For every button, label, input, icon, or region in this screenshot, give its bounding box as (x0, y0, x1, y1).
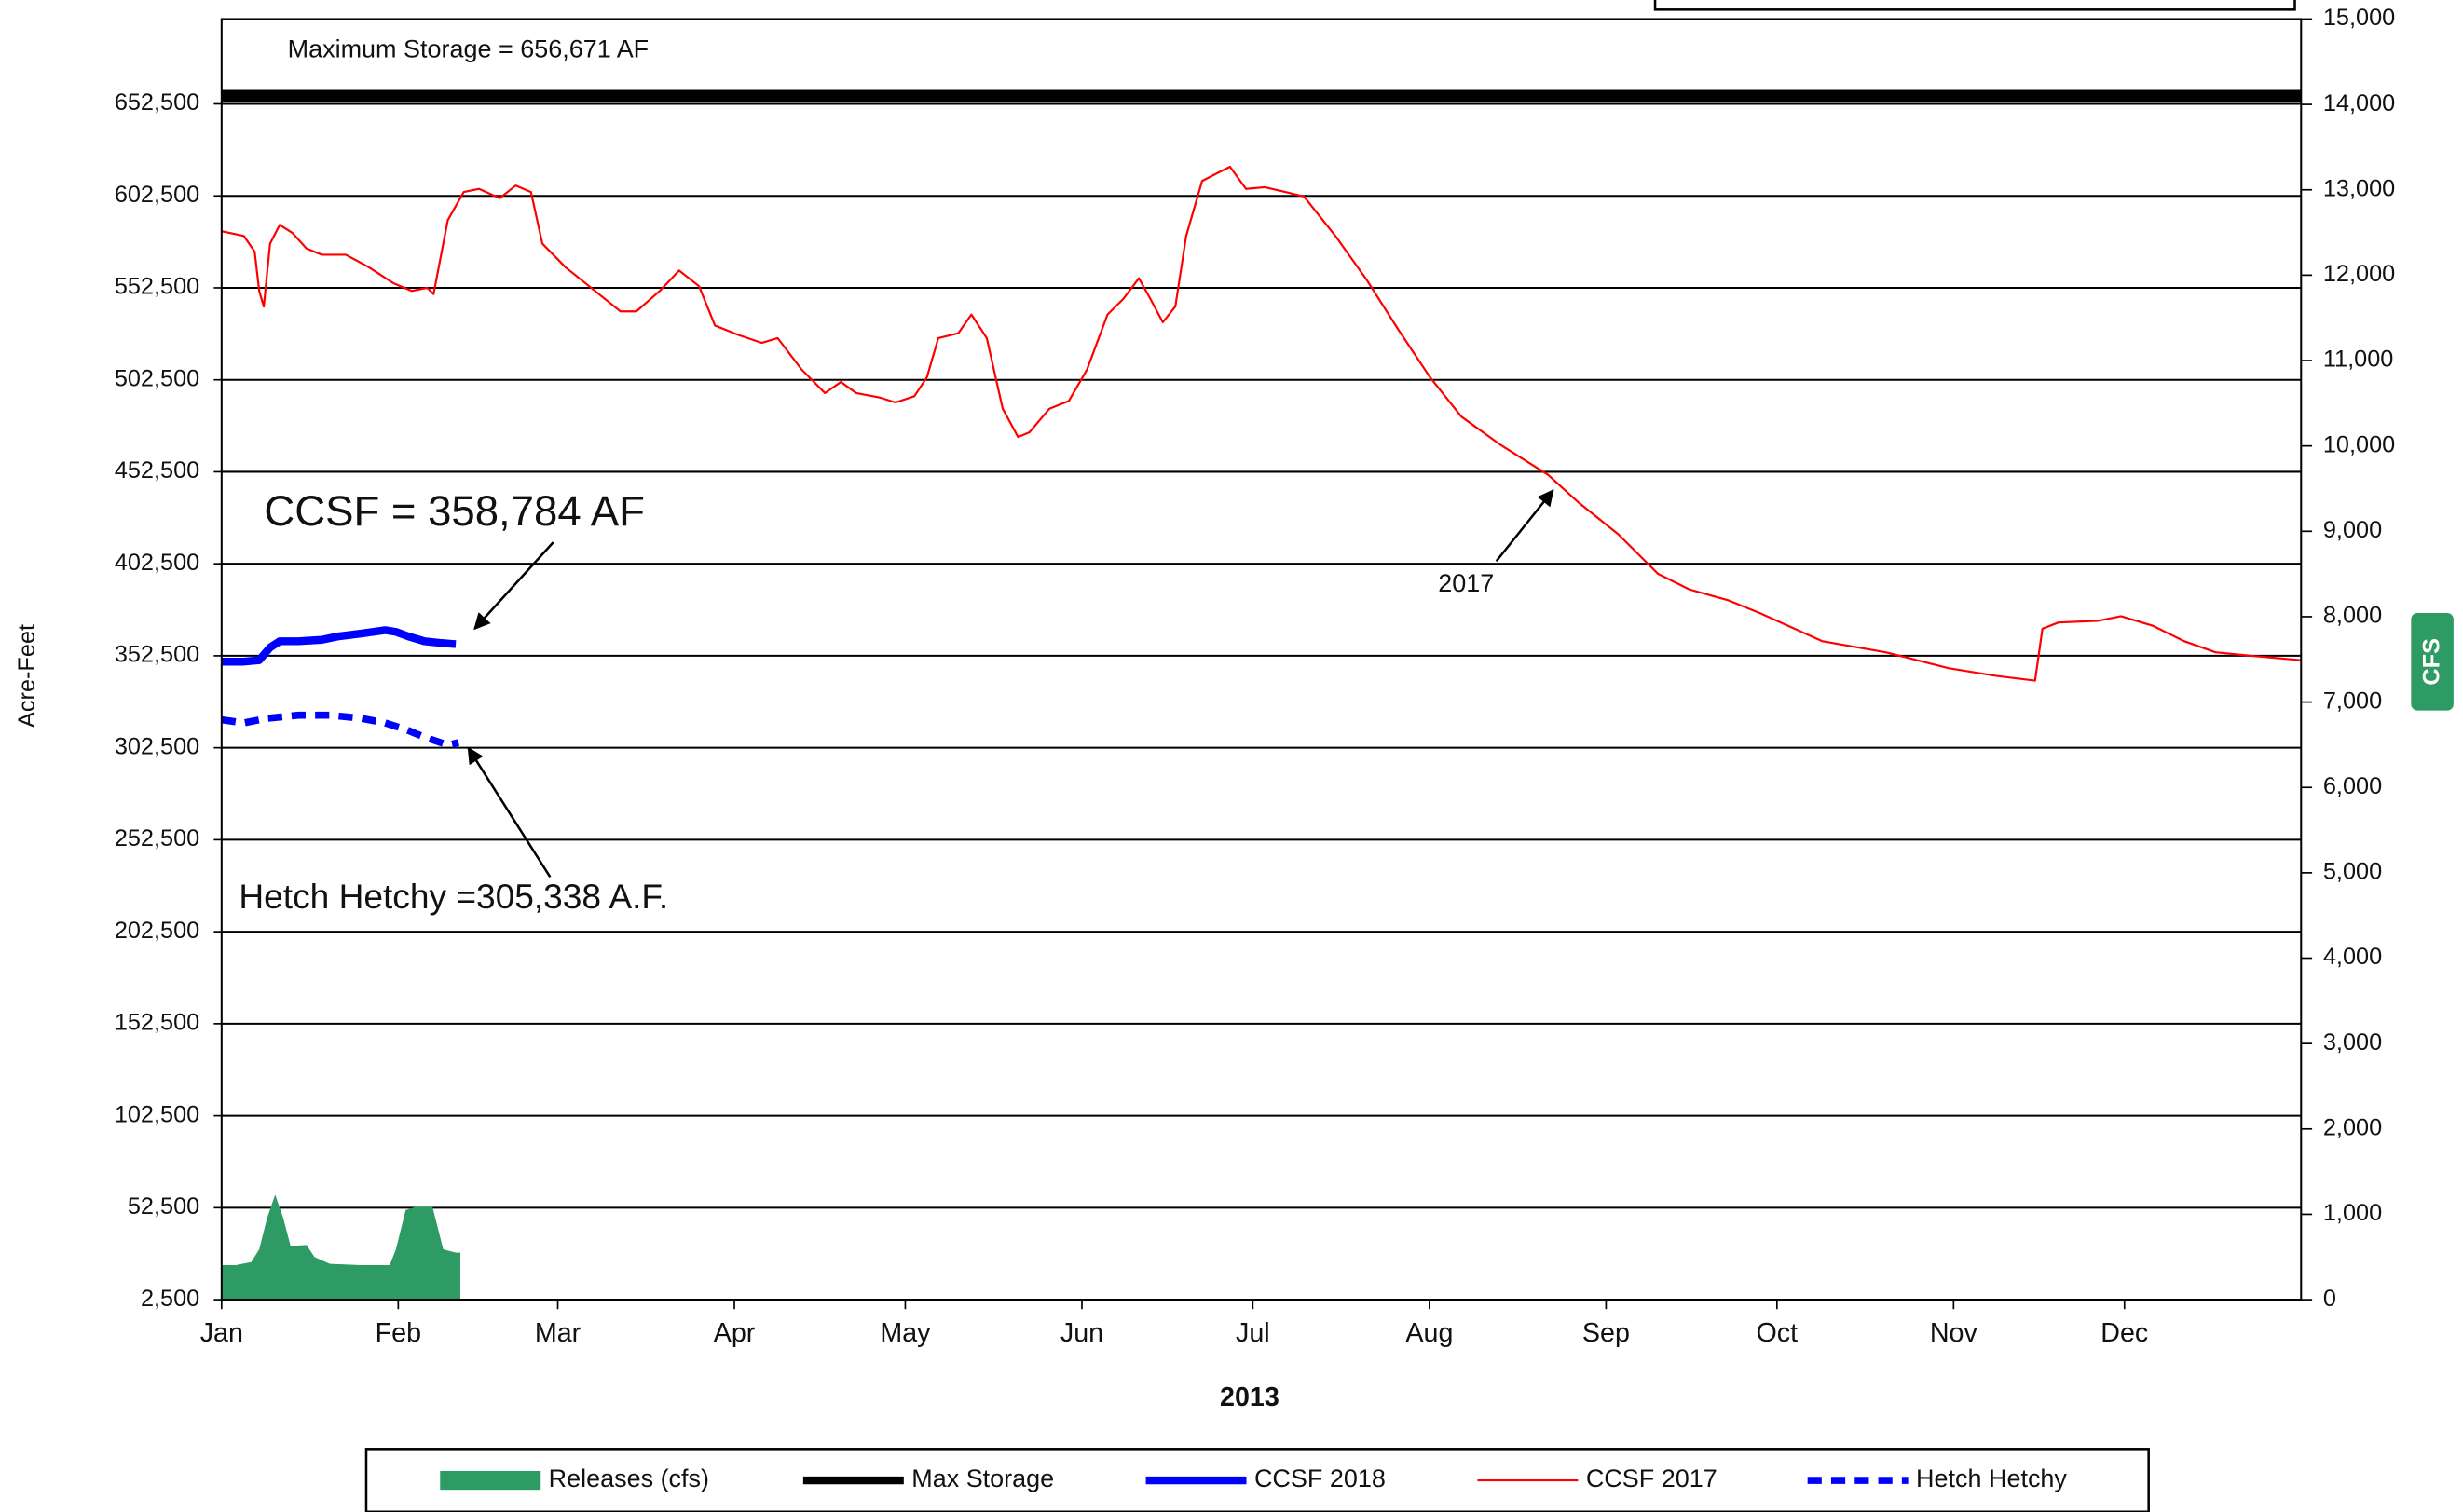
y2-tick-label: 3,000 (2323, 1029, 2382, 1056)
x-tick-label: Jun (1060, 1318, 1103, 1348)
y-tick-label: 652,500 (115, 89, 199, 116)
y-tick-label: 2,500 (141, 1286, 199, 1312)
x-axis-label: 2013 (1220, 1383, 1279, 1412)
y2-axis-label: CFS (2419, 638, 2445, 686)
y2-tick-label: 9,000 (2323, 517, 2382, 543)
y2-tick-label: 5,000 (2323, 859, 2382, 885)
y-tick-label: 452,500 (115, 457, 199, 484)
y-tick-label: 602,500 (115, 182, 199, 208)
y-tick-label: 202,500 (115, 918, 199, 944)
legend-swatch (440, 1470, 541, 1491)
annotation: CCSF = 358,784 AF (264, 487, 645, 535)
x-tick-label: May (880, 1318, 931, 1348)
y-tick-label: 152,500 (115, 1010, 199, 1036)
y-tick-label: 102,500 (115, 1101, 199, 1127)
annotation: 2017 (1438, 569, 1494, 597)
y-tick-label: 52,500 (128, 1193, 199, 1219)
y2-label-box (2411, 613, 2454, 711)
y-tick-label: 302,500 (115, 733, 199, 759)
y2-tick-label: 11,000 (2323, 347, 2393, 373)
legend-label: CCSF 2018 (1254, 1464, 1386, 1492)
y2-tick-label: 10,000 (2323, 431, 2395, 457)
legend-label: CCSF 2017 (1586, 1464, 1717, 1492)
annotation-arrow (473, 541, 554, 631)
x-tick-label: Oct (1757, 1318, 1799, 1348)
plot-border (220, 18, 2303, 1301)
x-tick-label: Dec (2100, 1318, 2148, 1348)
y2-tick-label: 7,000 (2323, 688, 2382, 714)
x-tick-label: Aug (1405, 1318, 1453, 1348)
x-tick-label: Jul (1236, 1318, 1270, 1348)
annotation-arrow (1495, 489, 1554, 563)
x-tick-label: Apr (714, 1318, 756, 1348)
y2-tick-label: 12,000 (2323, 261, 2395, 287)
y-axis-label: Acre-Feet (14, 624, 40, 728)
y2-tick-label: 2,000 (2323, 1114, 2382, 1140)
x-tick-label: Sep (1582, 1318, 1630, 1348)
y-tick-label: 352,500 (115, 642, 199, 668)
y-tick-label: 502,500 (115, 365, 199, 391)
line (221, 165, 2302, 682)
y2-tick-label: 6,000 (2323, 773, 2382, 799)
line (221, 626, 457, 666)
y2-tick-label: 0 (2323, 1286, 2336, 1312)
x-tick-label: Feb (376, 1318, 421, 1348)
annotation: Hetch Hetchy =305,338 A.F. (239, 877, 668, 916)
legend-label: Max Storage (911, 1464, 1054, 1492)
y2-tick-label: 14,000 (2323, 90, 2395, 116)
legend-frame-top (1653, 0, 2296, 11)
area (221, 1194, 460, 1301)
line (221, 711, 459, 749)
y2-tick-label: 4,000 (2323, 944, 2382, 970)
legend-label: Releases (cfs) (549, 1464, 709, 1492)
annotation-arrow (467, 746, 552, 879)
legend-box (364, 1448, 2150, 1512)
x-tick-label: Jan (200, 1318, 243, 1348)
y2-tick-label: 1,000 (2323, 1200, 2382, 1226)
y-tick-label: 252,500 (115, 825, 199, 851)
y2-tick-label: 15,000 (2323, 5, 2395, 31)
y-tick-label: 402,500 (115, 550, 199, 576)
annotation: Maximum Storage = 656,671 AF (288, 34, 650, 62)
y-tick-label: 552,500 (115, 274, 199, 300)
x-tick-label: Mar (535, 1318, 582, 1348)
y2-tick-label: 13,000 (2323, 175, 2395, 201)
y2-tick-label: 8,000 (2323, 603, 2382, 629)
x-tick-label: Nov (1930, 1318, 1978, 1348)
legend-label: Hetch Hetchy (1916, 1464, 2067, 1492)
